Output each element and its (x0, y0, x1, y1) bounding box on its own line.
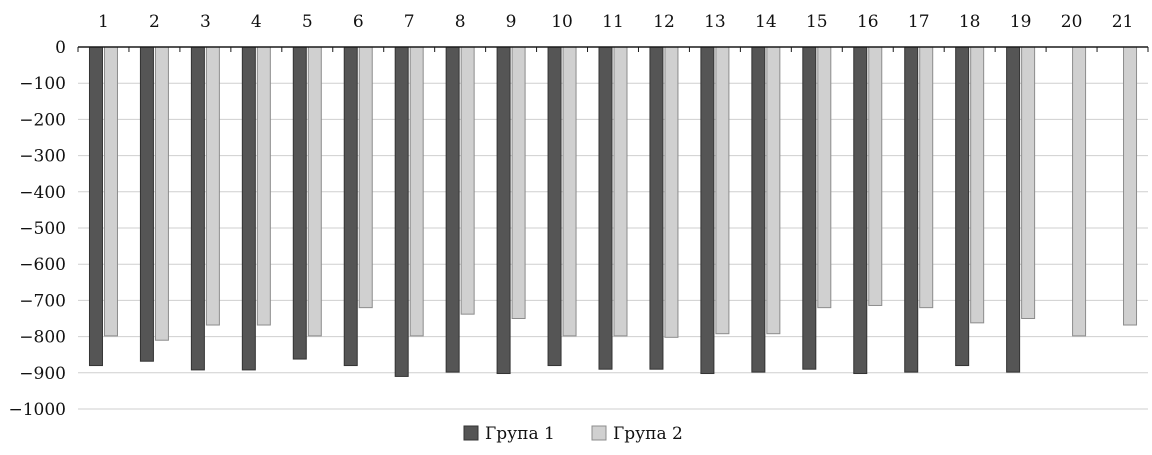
category-label: 19 (1010, 12, 1032, 32)
bar-series-2-cat-13 (715, 46, 730, 335)
y-tick-label: −700 (19, 291, 66, 311)
y-tick-label: −200 (19, 110, 66, 130)
category-label: 12 (653, 12, 675, 32)
bar-series-2-cat-12 (664, 46, 679, 338)
category-label: 2 (149, 12, 160, 32)
bar-series-1-cat-2 (139, 46, 154, 362)
bar-series-1-cat-8 (445, 46, 460, 373)
bar-series-1-cat-19 (1006, 46, 1021, 373)
bar-series-2-cat-7 (409, 46, 424, 337)
y-tick-label: −500 (19, 219, 66, 239)
legend-label-series-1: Група 1 (485, 424, 555, 444)
bar-series-2-cat-3 (205, 46, 220, 326)
bar-series-2-cat-9 (511, 46, 526, 319)
bar-series-1-cat-14 (751, 46, 766, 373)
y-tick-label: 0 (55, 38, 66, 58)
category-label: 15 (806, 12, 828, 32)
y-tick-label: −900 (19, 364, 66, 384)
bar-series-2-cat-15 (817, 46, 832, 309)
bar-series-2-cat-4 (256, 46, 271, 326)
bar-series-1-cat-10 (547, 46, 562, 367)
category-label: 11 (602, 12, 624, 32)
y-tick-label: −800 (19, 328, 66, 348)
category-label: 14 (755, 12, 777, 32)
category-label: 5 (302, 12, 313, 32)
bar-series-1-cat-7 (394, 46, 409, 377)
bar-series-1-cat-13 (700, 46, 715, 375)
category-label: 4 (251, 12, 262, 32)
bar-series-2-cat-19 (1021, 46, 1036, 319)
y-tick-label: −100 (19, 74, 66, 94)
category-label: 18 (959, 12, 981, 32)
bar-series-1-cat-12 (649, 46, 664, 370)
bar-series-2-cat-6 (358, 46, 373, 309)
bar-series-2-cat-2 (154, 46, 169, 341)
category-label: 21 (1112, 12, 1134, 32)
bar-series-1-cat-4 (241, 46, 256, 371)
y-tick-label: −300 (19, 147, 66, 167)
category-label: 10 (551, 12, 573, 32)
bar-series-2-cat-21 (1123, 46, 1138, 326)
y-tick-label: −1000 (8, 400, 66, 420)
bar-series-2-cat-16 (868, 46, 883, 306)
bar-series-2-cat-20 (1072, 46, 1087, 337)
bar-series-1-cat-11 (598, 46, 613, 370)
bar-series-1-cat-6 (343, 46, 358, 367)
y-tick-label: −600 (19, 255, 66, 275)
bar-series-1-cat-17 (904, 46, 919, 373)
bar-series-2-cat-5 (307, 46, 322, 337)
bar-series-2-cat-14 (766, 46, 781, 335)
legend-label-series-2: Група 2 (613, 424, 683, 444)
category-label: 7 (404, 12, 415, 32)
bar-series-1-cat-15 (802, 46, 817, 370)
category-label: 13 (704, 12, 726, 32)
bar-series-1-cat-5 (292, 46, 307, 360)
legend-swatch-series-1 (463, 425, 479, 441)
bar-series-2-cat-17 (919, 46, 934, 309)
bar-series-2-cat-1 (103, 46, 118, 337)
bar-series-1-cat-18 (955, 46, 970, 367)
category-label: 1 (98, 12, 109, 32)
category-label: 9 (506, 12, 517, 32)
y-tick-label: −400 (19, 183, 66, 203)
bar-series-2-cat-8 (460, 46, 475, 315)
category-label: 3 (200, 12, 211, 32)
bar-series-1-cat-3 (190, 46, 205, 371)
category-label: 6 (353, 12, 364, 32)
category-label: 17 (908, 12, 930, 32)
category-label: 20 (1061, 12, 1083, 32)
bar-series-1-cat-16 (853, 46, 868, 375)
bar-series-2-cat-11 (613, 46, 628, 337)
category-label: 8 (455, 12, 466, 32)
bar-series-1-cat-1 (88, 46, 103, 367)
bar-series-1-cat-9 (496, 46, 511, 375)
bar-series-2-cat-10 (562, 46, 577, 337)
bar-series-2-cat-18 (970, 46, 985, 324)
legend-swatch-series-2 (591, 425, 607, 441)
category-label: 16 (857, 12, 879, 32)
